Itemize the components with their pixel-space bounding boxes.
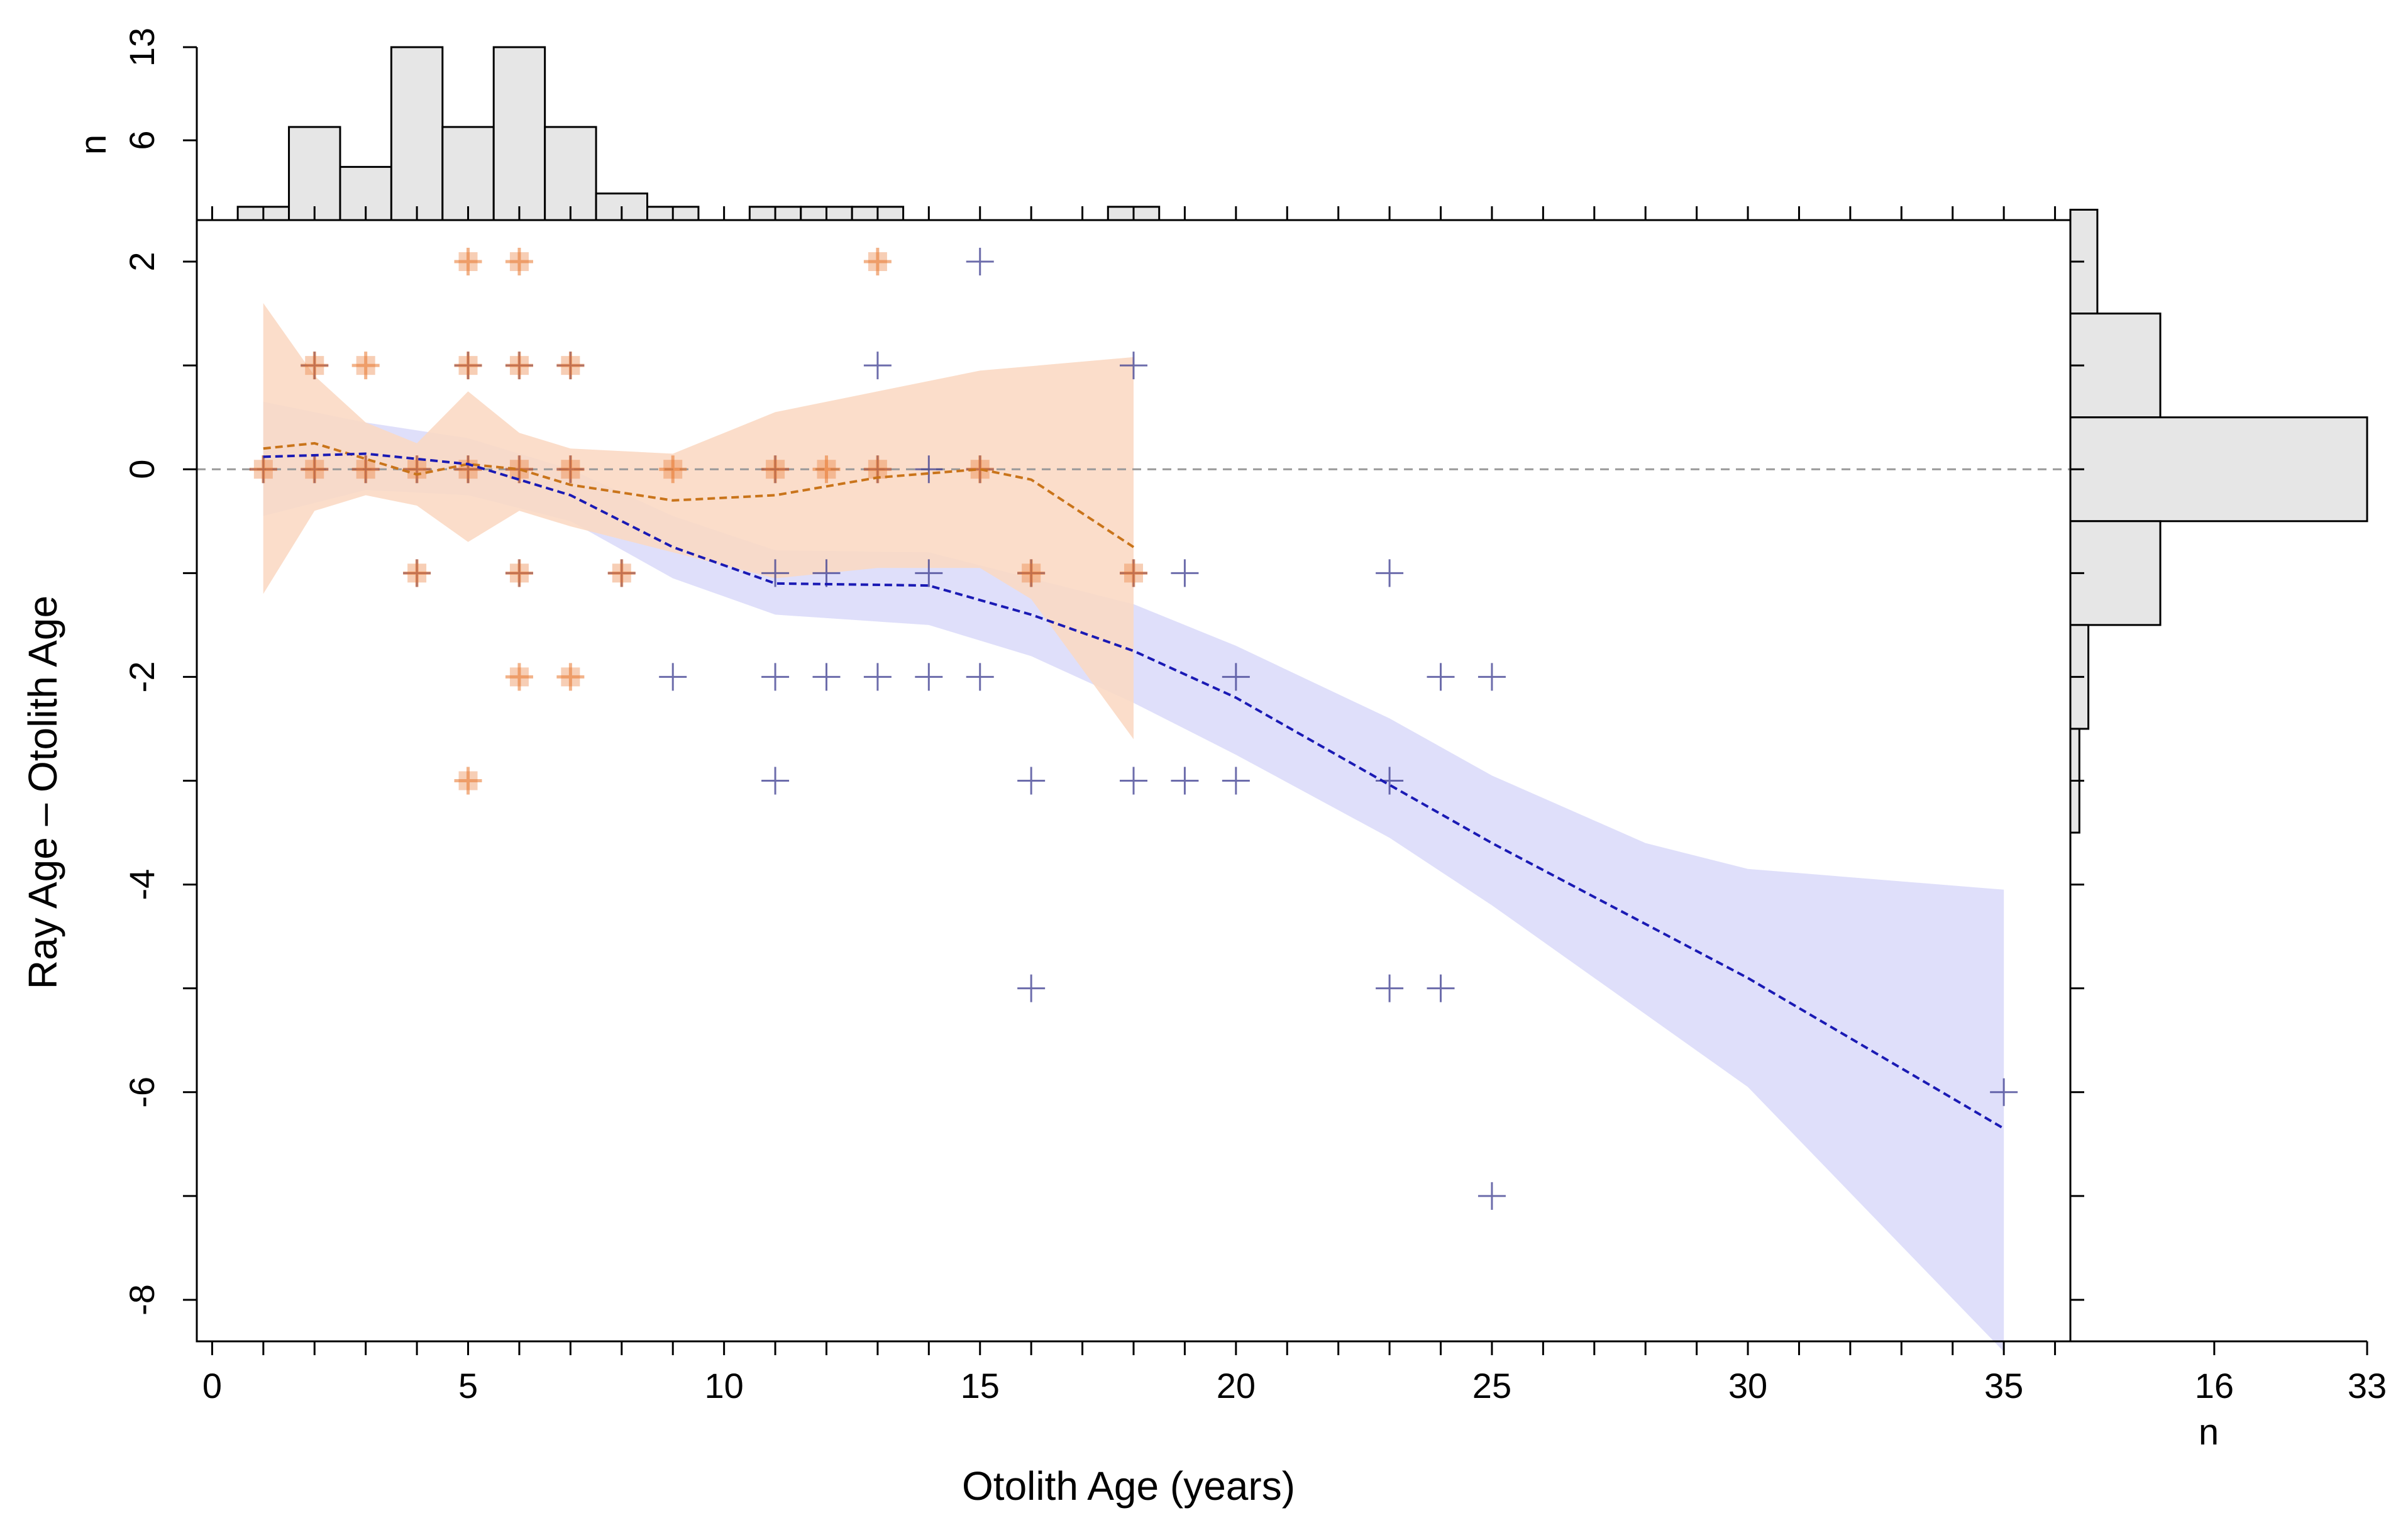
orange-plus-point bbox=[505, 352, 533, 380]
orange-plus-point bbox=[454, 767, 482, 795]
orange-plus-point bbox=[556, 663, 585, 691]
orange-plus-point bbox=[454, 248, 482, 276]
orange-plus-point bbox=[351, 352, 380, 380]
blue-plus-point bbox=[761, 663, 790, 691]
x-tick-label: 15 bbox=[961, 1366, 1000, 1405]
orange-plus-point bbox=[761, 455, 790, 484]
right-histogram-bar bbox=[2069, 313, 2162, 419]
orange-plus-point bbox=[505, 248, 533, 276]
scatter-points bbox=[249, 248, 2018, 1210]
y-axis-label: Ray Age – Otolith Age bbox=[20, 596, 65, 989]
blue-plus-point bbox=[1427, 663, 1455, 691]
orange-plus-point bbox=[301, 352, 329, 380]
orange-plus-point bbox=[556, 455, 585, 484]
orange-plus-point bbox=[505, 559, 533, 587]
blue-plus-point bbox=[1477, 663, 1506, 691]
orange-plus-point bbox=[301, 455, 329, 484]
top-histogram-n-label: n bbox=[73, 135, 114, 155]
confidence-bands bbox=[263, 303, 2004, 1352]
orange-plus-point bbox=[1017, 559, 1046, 587]
smooth-lines bbox=[263, 441, 2005, 1130]
blue-plus-point bbox=[1017, 974, 1046, 1002]
blue-plus-point bbox=[863, 663, 892, 691]
x-tick-label: 0 bbox=[202, 1366, 222, 1405]
top-histogram-bar bbox=[492, 46, 546, 221]
orange-plus-point bbox=[403, 455, 431, 484]
blue-smooth-line bbox=[263, 452, 2005, 1130]
blue-plus-point bbox=[1120, 767, 1147, 795]
blue-plus-point bbox=[915, 559, 943, 587]
x-tick-label: 10 bbox=[704, 1366, 743, 1405]
blue-plus-point bbox=[1222, 663, 1250, 691]
blue-plus-point bbox=[966, 248, 994, 276]
blue-plus-point bbox=[1171, 767, 1199, 795]
blue-plus-point bbox=[1171, 559, 1199, 587]
orange-plus-point bbox=[812, 455, 841, 484]
orange-plus-point bbox=[556, 352, 585, 380]
blue-plus-point bbox=[966, 663, 994, 691]
blue-plus-point bbox=[915, 455, 943, 484]
orange-plus-point bbox=[505, 663, 533, 691]
blue-plus-point bbox=[659, 663, 687, 691]
orange-plus-point bbox=[454, 352, 482, 380]
orange-plus-point bbox=[403, 559, 431, 587]
orange-plus-point bbox=[351, 455, 380, 484]
blue-plus-point bbox=[1427, 974, 1455, 1002]
orange-confidence-band bbox=[263, 303, 1134, 740]
right-histogram-tick-label: 16 bbox=[2195, 1366, 2234, 1405]
top-histogram-bar bbox=[288, 126, 341, 221]
blue-plus-point bbox=[761, 559, 790, 587]
blue-plus-point bbox=[812, 663, 841, 691]
y-tick-label: 2 bbox=[122, 252, 162, 271]
x-tick-label: 5 bbox=[458, 1366, 478, 1405]
orange-plus-point bbox=[863, 248, 892, 276]
y-tick-label: -2 bbox=[122, 662, 162, 693]
blue-confidence-band bbox=[263, 401, 2004, 1352]
blue-plus-point bbox=[915, 663, 943, 691]
top-histogram: 6 13 bbox=[122, 28, 1161, 221]
y-tick-label: -6 bbox=[122, 1077, 162, 1108]
top-histogram-tick-label: 6 bbox=[122, 130, 162, 150]
right-histogram: 16 33 bbox=[2069, 208, 2387, 1405]
orange-plus-point bbox=[607, 559, 636, 587]
blue-plus-point bbox=[863, 352, 892, 380]
y-tick-label: -8 bbox=[122, 1284, 162, 1316]
right-histogram-tick-label: 33 bbox=[2348, 1366, 2387, 1405]
blue-plus-point bbox=[1120, 352, 1147, 380]
orange-plus-point bbox=[1120, 559, 1147, 587]
right-histogram-bar bbox=[2069, 520, 2162, 626]
right-histogram-n-label: n bbox=[2199, 1412, 2219, 1453]
x-axis-label: Otolith Age (years) bbox=[962, 1463, 1295, 1509]
x-tick-label: 20 bbox=[1217, 1366, 1256, 1405]
blue-plus-point bbox=[761, 767, 790, 795]
top-histogram-bar bbox=[390, 46, 444, 221]
blue-plus-point bbox=[1376, 974, 1404, 1002]
orange-plus-point bbox=[249, 455, 277, 484]
x-tick-label: 30 bbox=[1728, 1366, 1767, 1405]
blue-plus-point bbox=[1477, 1182, 1506, 1210]
x-tick-label: 35 bbox=[1984, 1366, 2023, 1405]
y-tick-label: 0 bbox=[122, 460, 162, 479]
blue-plus-point bbox=[1222, 767, 1250, 795]
top-histogram-tick-label: 13 bbox=[122, 28, 162, 67]
orange-plus-point bbox=[659, 455, 687, 484]
overlap-band-tint bbox=[263, 303, 1134, 740]
blue-plus-point bbox=[1017, 767, 1046, 795]
y-tick-label: -4 bbox=[122, 869, 162, 901]
right-histogram-bar bbox=[2069, 416, 2368, 523]
top-histogram-bar bbox=[544, 126, 597, 221]
blue-plus-point bbox=[1990, 1078, 2018, 1106]
blue-plus-point bbox=[1376, 559, 1404, 587]
blue-plus-point bbox=[812, 559, 841, 587]
x-tick-label: 25 bbox=[1472, 1366, 1511, 1405]
top-histogram-bar bbox=[441, 126, 495, 221]
orange-plus-point bbox=[454, 455, 482, 484]
orange-smooth-line bbox=[263, 441, 1135, 548]
